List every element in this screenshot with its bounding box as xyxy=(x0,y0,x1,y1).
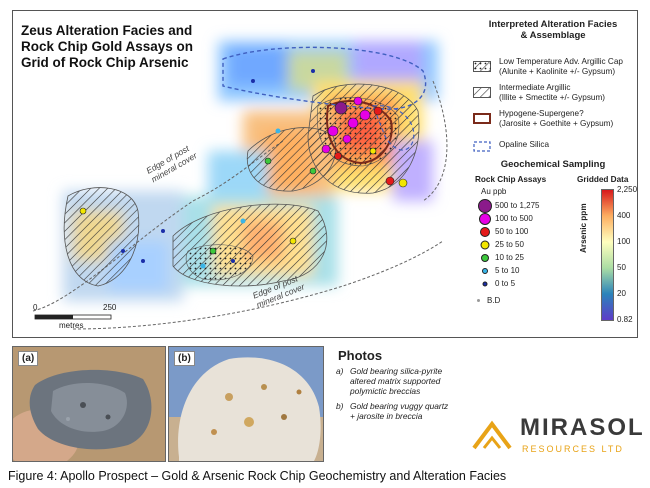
rock-chip-samples xyxy=(79,69,408,269)
legend-item-hypogene: Hypogene-Supergene? (Jarosite + Goethite … xyxy=(473,109,635,133)
photo-a: (a) xyxy=(12,346,166,462)
figure-caption: Figure 4: Apollo Prospect – Gold & Arsen… xyxy=(8,469,507,483)
au-class-label: 50 to 100 xyxy=(495,227,529,236)
legend-item-int-argillic: Intermediate Argillic (Illite + Smectite … xyxy=(473,83,635,107)
gridded-title: Gridded Data xyxy=(577,175,629,184)
au-class-dot xyxy=(482,281,488,287)
dotted-hatch-swatch xyxy=(473,61,491,72)
photo-a-tag: (a) xyxy=(18,351,39,366)
photo-b-tag: (b) xyxy=(174,351,195,366)
brown-outline-swatch xyxy=(473,113,491,124)
logo-mountain-icon xyxy=(472,420,512,450)
blue-dashed-swatch xyxy=(473,141,491,152)
au-class-dot xyxy=(481,254,489,262)
arsenic-tick-label: 100 xyxy=(617,237,631,246)
arsenic-tick-label: 2,250 xyxy=(617,185,638,194)
au-class-label: 0 to 5 xyxy=(495,279,516,288)
rock-sample-image-a xyxy=(13,347,165,461)
au-class-label: 500 to 1,275 xyxy=(495,201,540,210)
rock-sample-image-b xyxy=(169,347,323,461)
map-canvas xyxy=(32,41,448,330)
au-class-dot xyxy=(480,227,490,237)
arsenic-color-ramp xyxy=(601,189,614,321)
bd-legend: B.D xyxy=(477,296,500,305)
legend-item-opaline: Opaline Silica xyxy=(473,137,635,161)
map-title: Zeus Alteration Facies and Rock Chip Gol… xyxy=(21,23,194,70)
rock-chip-title: Rock Chip Assays xyxy=(475,175,547,184)
au-class-dot xyxy=(478,199,492,213)
gridded-unit: Arsenic ppm xyxy=(579,203,588,253)
au-class-label: 5 to 10 xyxy=(495,266,520,275)
facies-heading: Interpreted Alteration Facies & Assemblag… xyxy=(488,19,618,41)
scale-end: 250 xyxy=(103,303,117,312)
logo-sub: RESOURCES LTD xyxy=(522,444,624,454)
map-panel: Zeus Alteration Facies and Rock Chip Gol… xyxy=(12,10,638,338)
au-class-dot xyxy=(482,268,488,274)
arsenic-tick-label: 20 xyxy=(617,289,626,298)
hatch-swatch xyxy=(473,87,491,98)
scale-bar xyxy=(34,314,112,320)
photos-title: Photos xyxy=(338,348,383,363)
au-class-dot xyxy=(479,213,491,225)
arsenic-tick-label: 50 xyxy=(617,263,626,272)
arsenic-tick-label: 400 xyxy=(617,211,631,220)
scale-zero: 0 xyxy=(33,303,38,312)
legend: Interpreted Alteration Facies & Assemblag… xyxy=(471,17,638,331)
photo-b: (b) xyxy=(168,346,324,462)
rock-chip-unit: Au ppb xyxy=(481,187,507,196)
au-class-label: 100 to 500 xyxy=(495,214,533,223)
au-class-label: 10 to 25 xyxy=(495,253,524,262)
logo-name: MIRASOL xyxy=(520,414,645,441)
legend-item-adv-argillic: Low Temperature Adv. Argillic Cap (Alunit… xyxy=(473,57,635,81)
bd-dot xyxy=(477,299,480,303)
geochem-heading: Geochemical Sampling xyxy=(500,159,606,170)
scale-unit: metres xyxy=(59,321,84,330)
company-logo: MIRASOL RESOURCES LTD xyxy=(470,414,643,458)
arsenic-tick-label: 0.82 xyxy=(617,315,633,324)
au-class-dot xyxy=(480,240,490,250)
au-class-label: 25 to 50 xyxy=(495,240,524,249)
